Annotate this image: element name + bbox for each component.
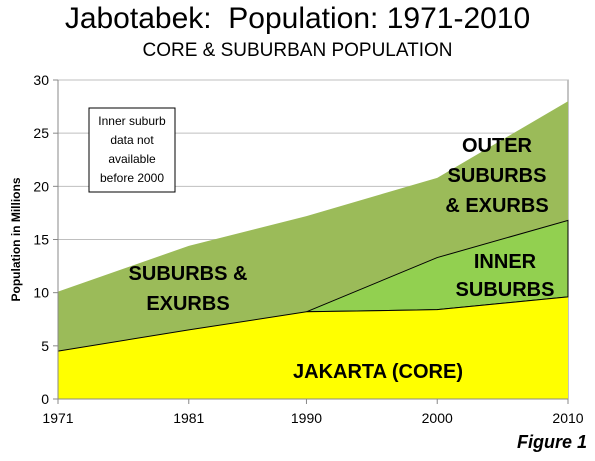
area-label-outer: OUTER (462, 135, 533, 157)
area-label-outer: SUBURBS (448, 165, 547, 187)
x-tick-label: 1971 (42, 410, 73, 426)
area-label-core: JAKARTA (CORE) (293, 361, 463, 383)
y-tick-label: 25 (33, 125, 49, 141)
area-label-suburbs-exurbs: SUBURBS & (129, 263, 248, 285)
y-tick-label: 0 (41, 391, 49, 407)
y-tick-label: 15 (33, 232, 49, 248)
x-tick-label: 1981 (173, 410, 204, 426)
x-tick-label: 2010 (552, 410, 583, 426)
chart-title: Jabotabek: Population: 1971-2010 (64, 2, 531, 35)
core-area (58, 296, 568, 399)
y-axis-title: Population in Millions (9, 177, 23, 301)
chart-subtitle: CORE & SUBURBAN POPULATION (142, 40, 453, 61)
y-tick-label: 30 (33, 72, 49, 88)
x-tick-label: 2000 (422, 410, 453, 426)
annotation-text: Inner suburb (98, 114, 166, 128)
y-tick-label: 20 (33, 178, 49, 194)
core-boundary-line (57, 296, 569, 352)
annotation-box (88, 107, 176, 193)
area-label-inner: SUBURBS (456, 279, 555, 301)
y-tick-label: 10 (33, 285, 49, 301)
annotation-text: before 2000 (100, 171, 164, 185)
x-tick-label: 1990 (291, 410, 322, 426)
y-tick-label: 5 (41, 338, 49, 354)
annotation-text: data not (110, 133, 154, 147)
figure-label: Figure 1 (516, 432, 587, 452)
area-label-inner: INNER (474, 251, 537, 273)
area-label-suburbs-exurbs: EXURBS (146, 293, 229, 315)
area-label-outer: & EXURBS (445, 195, 548, 217)
annotation-text: available (108, 152, 156, 166)
